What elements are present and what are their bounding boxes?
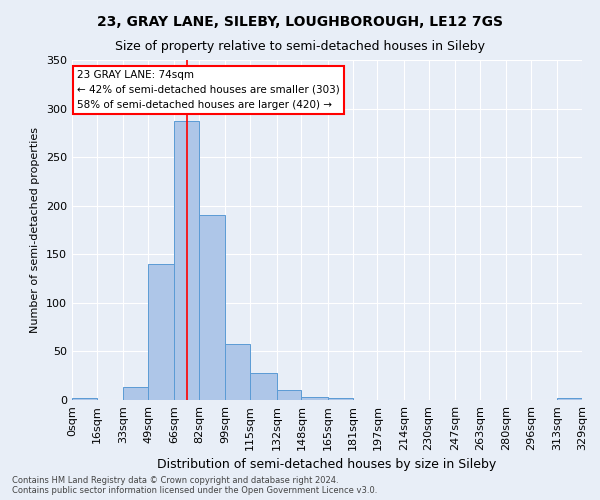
Bar — [175, 121, 199, 400]
Text: Contains HM Land Registry data © Crown copyright and database right 2024.
Contai: Contains HM Land Registry data © Crown c… — [12, 476, 377, 495]
Text: 23 GRAY LANE: 74sqm
← 42% of semi-detached houses are smaller (303)
58% of semi-: 23 GRAY LANE: 74sqm ← 42% of semi-detach… — [77, 70, 340, 110]
Bar — [301, 397, 328, 400]
X-axis label: Distribution of semi-detached houses by size in Sileby: Distribution of semi-detached houses by … — [157, 458, 497, 471]
Bar — [148, 264, 175, 400]
Text: Size of property relative to semi-detached houses in Sileby: Size of property relative to semi-detach… — [115, 40, 485, 53]
Bar — [123, 388, 148, 400]
Bar — [557, 398, 582, 400]
Y-axis label: Number of semi-detached properties: Number of semi-detached properties — [31, 127, 40, 333]
Bar — [277, 390, 301, 400]
Bar — [328, 398, 353, 400]
Bar — [72, 398, 97, 400]
Bar — [250, 373, 277, 400]
Text: 23, GRAY LANE, SILEBY, LOUGHBOROUGH, LE12 7GS: 23, GRAY LANE, SILEBY, LOUGHBOROUGH, LE1… — [97, 15, 503, 29]
Bar — [199, 216, 226, 400]
Bar — [226, 344, 250, 400]
